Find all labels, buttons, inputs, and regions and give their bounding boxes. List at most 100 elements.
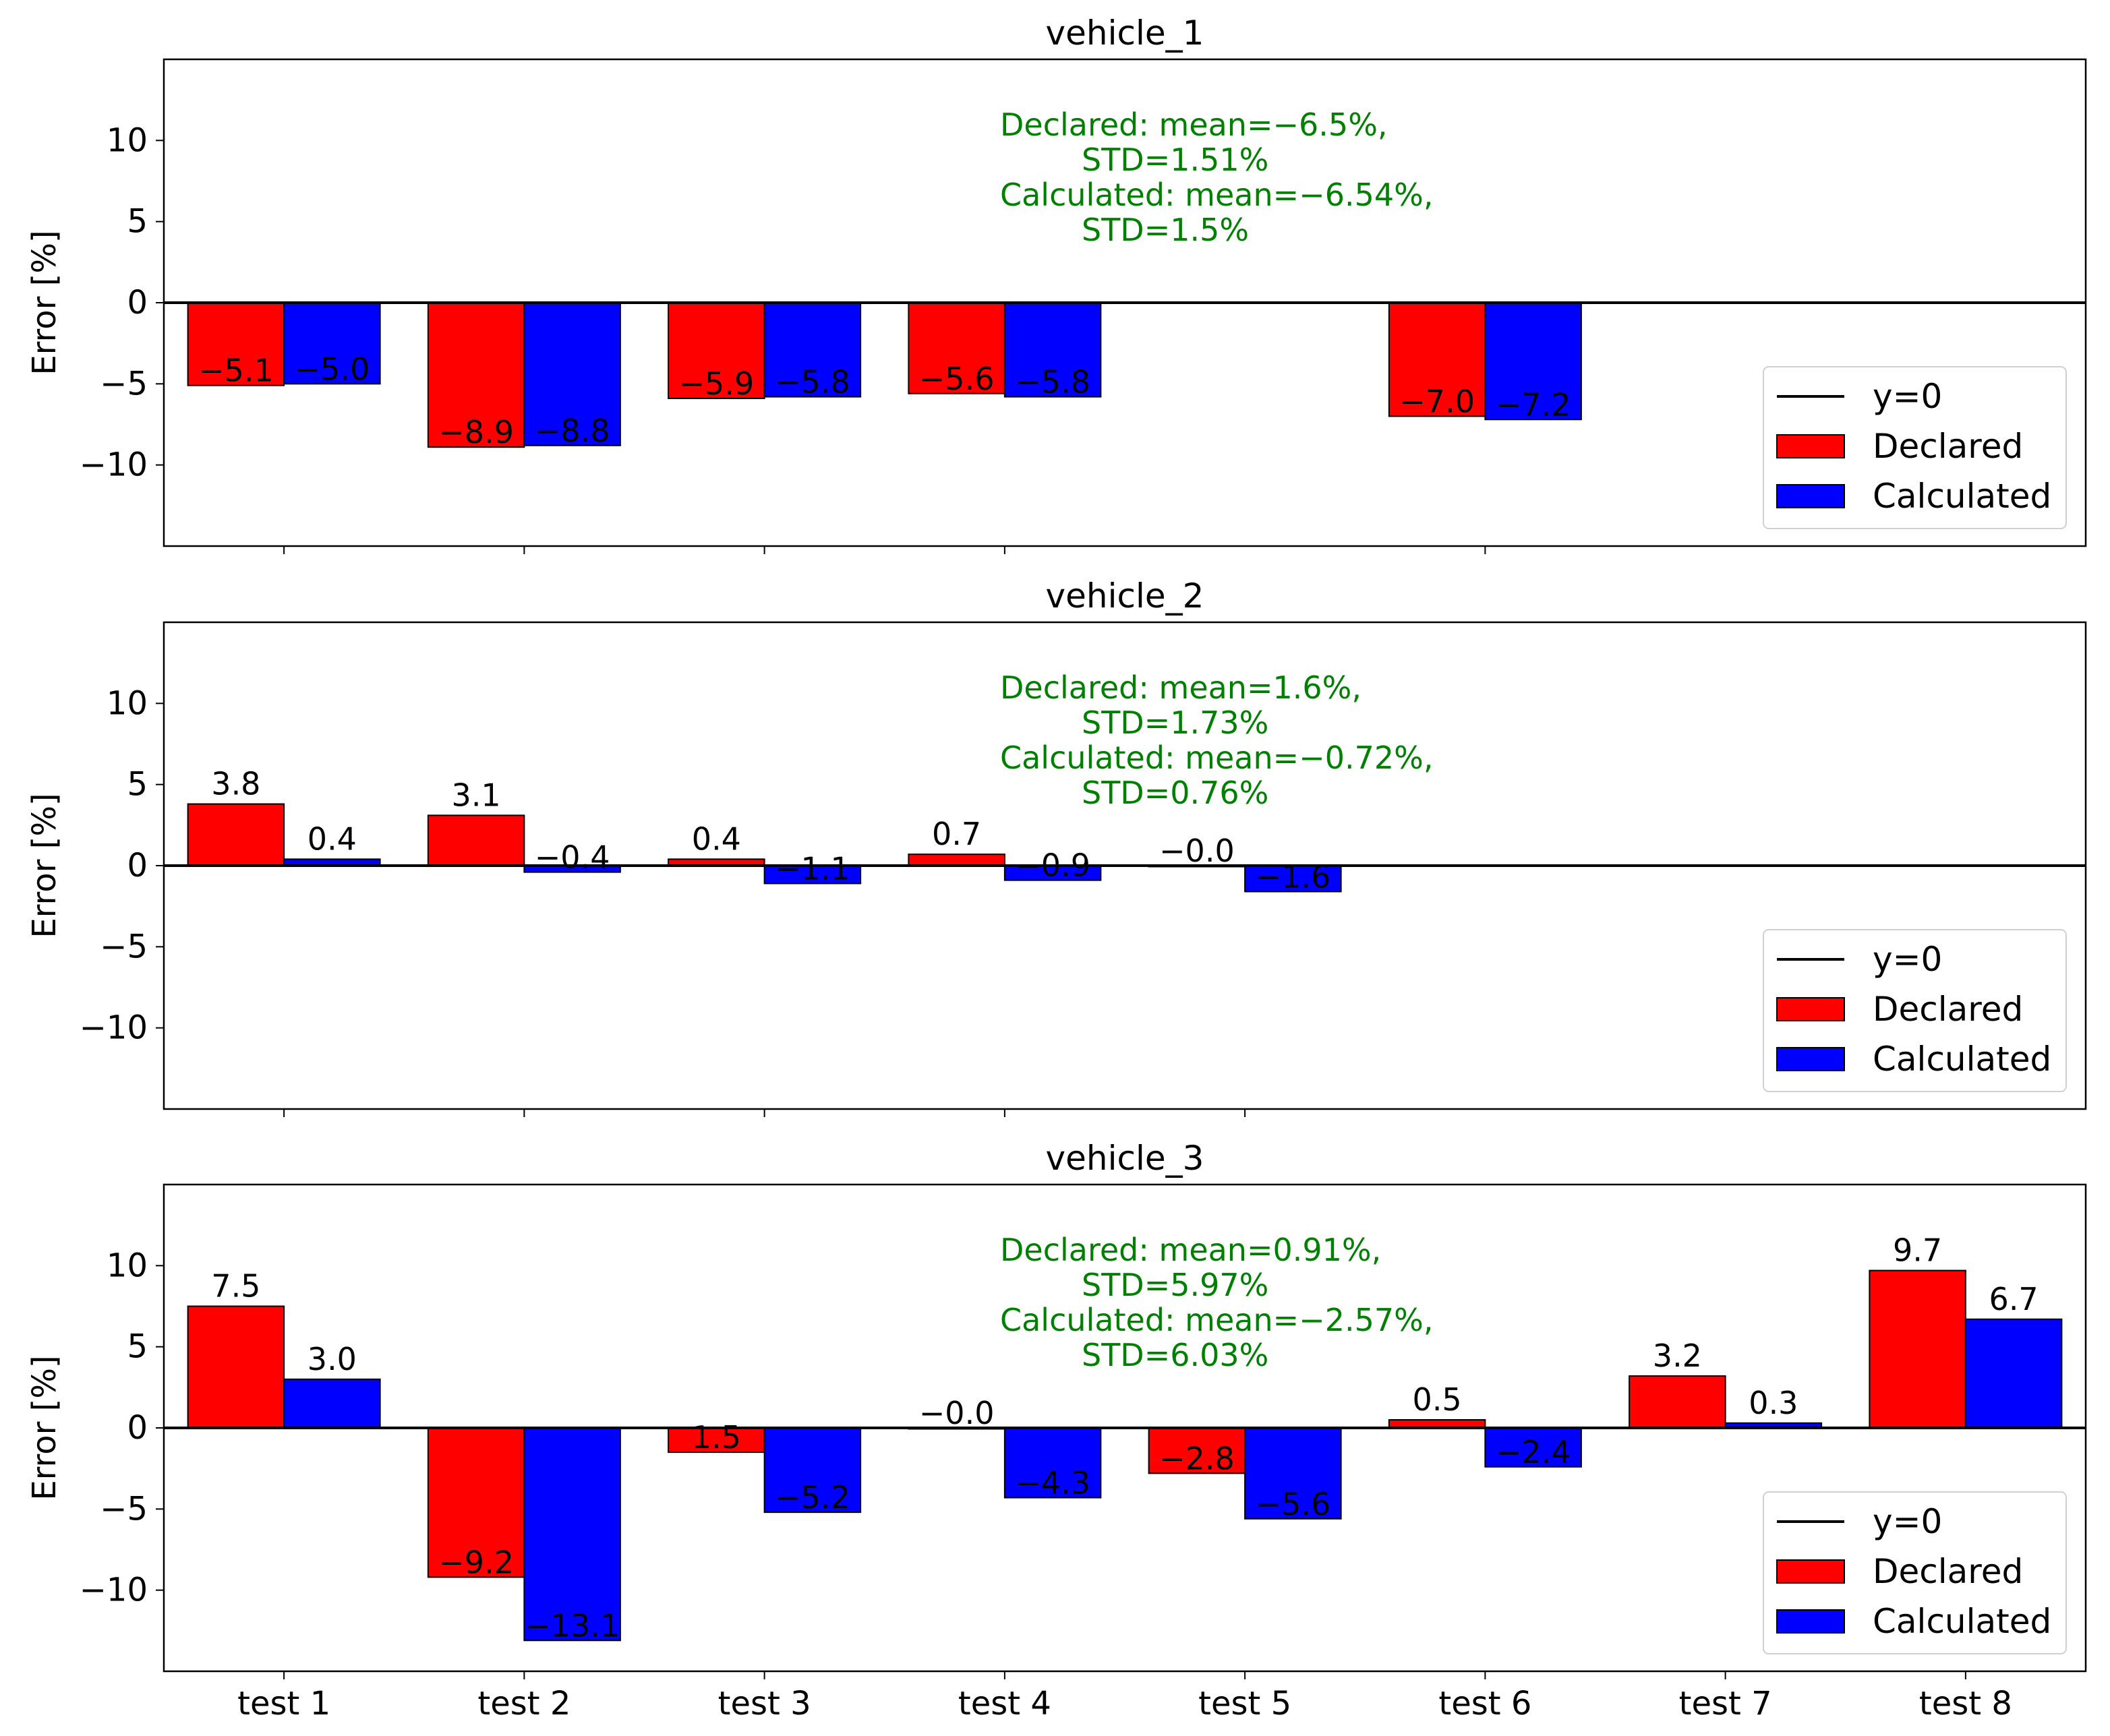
panel-3-calculated-value-label: 0.3 bbox=[1749, 1385, 1798, 1421]
panel-3-declared-value-label: −9.2 bbox=[438, 1544, 514, 1580]
panel-3-declared-value-label: 0.5 bbox=[1413, 1381, 1462, 1418]
panel-3-ytick-label: 5 bbox=[127, 1328, 148, 1366]
panel-3-declared-value-label: −0.0 bbox=[919, 1395, 995, 1431]
panel-3-calculated-bar bbox=[1244, 1427, 1342, 1520]
panel-2-ytick-label: −10 bbox=[80, 1009, 148, 1047]
panel-3-legend-label: y=0 bbox=[1873, 1502, 1942, 1541]
panel-1-calculated-bar bbox=[283, 302, 381, 385]
panel-1-declared-bar bbox=[1388, 302, 1486, 417]
panel-1-calculated-value-label: −5.0 bbox=[295, 351, 370, 387]
panel-2-declared-value-label: 0.4 bbox=[692, 820, 741, 857]
panel-2-declared-value-label: −0.0 bbox=[1159, 833, 1235, 869]
panel-1-legend-label: y=0 bbox=[1873, 377, 1942, 416]
panel-1-declared-value-label: −7.0 bbox=[1399, 383, 1475, 419]
panel-3-declared-value-label: 3.2 bbox=[1653, 1338, 1702, 1374]
panel-3-calculated-bar bbox=[523, 1427, 621, 1642]
panel-1-declared-bar bbox=[908, 302, 1005, 394]
panel-3-calculated-value-label: −13.1 bbox=[525, 1607, 620, 1644]
panel-3-legend-label: Declared bbox=[1873, 1552, 2023, 1591]
panel-2-legend-calculated-swatch bbox=[1776, 1047, 1845, 1071]
panel-2-stats-line: STD=1.73% bbox=[1082, 705, 1268, 741]
panel-1-legend-calculated-swatch bbox=[1776, 484, 1845, 508]
panel-1-stats-line: Calculated: mean=−6.54%, bbox=[1000, 177, 1433, 213]
panel-1-ytick-label: 10 bbox=[107, 121, 148, 159]
panel-1-declared-bar bbox=[668, 302, 765, 399]
panel-1-calculated-bar bbox=[1003, 302, 1102, 398]
panel-1-ytick-label: 0 bbox=[127, 284, 148, 322]
panel-3-stats-line: STD=6.03% bbox=[1082, 1337, 1268, 1373]
panel-3-ytick-label: −10 bbox=[80, 1572, 148, 1609]
panel-2-declared-bar bbox=[427, 814, 525, 866]
panel-2-stats-line: STD=0.76% bbox=[1082, 775, 1268, 811]
panel-1-declared-value-label: −5.1 bbox=[198, 353, 274, 389]
panel-2-legend-label: Calculated bbox=[1873, 1040, 2051, 1079]
panel-2-calculated-value-label: −1.6 bbox=[1256, 859, 1331, 895]
panel-3-declared-bar bbox=[1148, 1427, 1246, 1474]
panel-3-ytick-label: 0 bbox=[127, 1409, 148, 1447]
panel-3-calculated-value-label: −5.6 bbox=[1256, 1486, 1331, 1522]
panel-2-calculated-value-label: 0.4 bbox=[307, 820, 357, 857]
panel-2-calculated-value-label: −1.1 bbox=[775, 850, 850, 887]
panel-3-declared-bar bbox=[427, 1427, 525, 1578]
panel-3-declared-value-label: 9.7 bbox=[1893, 1232, 1942, 1269]
panel-3-legend-label: Calculated bbox=[1873, 1602, 2051, 1641]
panel-3-calculated-value-label: −5.2 bbox=[775, 1479, 850, 1516]
panel-3-ytick-label: −5 bbox=[100, 1490, 148, 1528]
x-tick-label: test 8 bbox=[1919, 1685, 2012, 1723]
panel-1-calculated-bar bbox=[523, 302, 621, 446]
panel-1-ytick-label: 5 bbox=[127, 203, 148, 241]
panel-1-legend-label: Calculated bbox=[1873, 477, 2051, 516]
panel-1-declared-bar bbox=[427, 302, 525, 448]
panel-2-ytick-label: 5 bbox=[127, 766, 148, 804]
panel-2-axes-frame bbox=[163, 621, 2087, 1110]
panel-3-calculated-bar bbox=[1964, 1318, 2063, 1429]
panel-3-declared-value-label: −2.8 bbox=[1159, 1440, 1235, 1476]
panel-1-axes-frame bbox=[163, 58, 2087, 547]
panel-3-calculated-value-label: 6.7 bbox=[1989, 1281, 2039, 1317]
panel-3-ylabel: Error [%] bbox=[26, 1355, 63, 1500]
panel-2-declared-value-label: 0.7 bbox=[932, 816, 981, 852]
x-tick-label: test 6 bbox=[1438, 1685, 1531, 1723]
panel-1-declared-value-label: −5.9 bbox=[679, 365, 755, 402]
x-tick-label: test 7 bbox=[1679, 1685, 1772, 1723]
panel-2-calculated-value-label: −0.4 bbox=[535, 839, 610, 876]
x-tick-label: test 3 bbox=[718, 1685, 811, 1723]
x-tick-label: test 4 bbox=[958, 1685, 1051, 1723]
panel-1-calculated-bar bbox=[763, 302, 862, 398]
panel-1-calculated-value-label: −5.8 bbox=[775, 364, 850, 400]
panel-2-stats-line: Calculated: mean=−0.72%, bbox=[1000, 740, 1433, 776]
panel-1-calculated-value-label: −5.8 bbox=[1015, 364, 1090, 400]
panel-2-legend-label: y=0 bbox=[1873, 940, 1942, 979]
panel-3-declared-bar bbox=[1629, 1375, 1726, 1429]
panel-2-declared-bar bbox=[187, 803, 285, 866]
panel-3-legend-declared-swatch bbox=[1776, 1559, 1845, 1584]
panel-1-title: vehicle_1 bbox=[1046, 13, 1204, 53]
x-tick-label: test 1 bbox=[237, 1685, 330, 1723]
panel-1-stats-line: Declared: mean=−6.5%, bbox=[1000, 107, 1388, 143]
panel-2-declared-value-label: 3.8 bbox=[211, 766, 260, 802]
panel-2-ytick-label: −5 bbox=[100, 928, 148, 965]
panel-2-title: vehicle_2 bbox=[1046, 576, 1204, 616]
panel-3-calculated-bar bbox=[1484, 1427, 1582, 1468]
panel-1-stats-line: STD=1.51% bbox=[1082, 142, 1268, 178]
panel-3-stats-line: Declared: mean=0.91%, bbox=[1000, 1232, 1381, 1268]
panel-1-ytick-label: −5 bbox=[100, 365, 148, 402]
panel-1-declared-value-label: −8.9 bbox=[438, 414, 514, 450]
panel-3-stats-line: STD=5.97% bbox=[1082, 1267, 1268, 1303]
panel-2-calculated-bar bbox=[763, 865, 862, 885]
panel-3-ytick-label: 10 bbox=[107, 1247, 148, 1284]
panel-2-ytick-label: 0 bbox=[127, 847, 148, 885]
panel-2-legend-label: Declared bbox=[1873, 990, 2023, 1029]
panel-3-calculated-bar bbox=[763, 1427, 862, 1514]
panel-3-declared-value-label: 7.5 bbox=[211, 1268, 260, 1305]
panel-1-calculated-value-label: −7.2 bbox=[1496, 386, 1571, 423]
panel-2-ytick-label: 10 bbox=[107, 684, 148, 722]
panel-3-declared-bar bbox=[1869, 1269, 1966, 1429]
panel-1-calculated-bar bbox=[1484, 302, 1582, 421]
x-tick-label: test 2 bbox=[477, 1685, 570, 1723]
panel-1-ylabel: Error [%] bbox=[26, 230, 63, 375]
panel-3-legend-calculated-swatch bbox=[1776, 1609, 1845, 1634]
panel-3-calculated-bar bbox=[283, 1378, 381, 1429]
panel-2-ylabel: Error [%] bbox=[26, 793, 63, 938]
